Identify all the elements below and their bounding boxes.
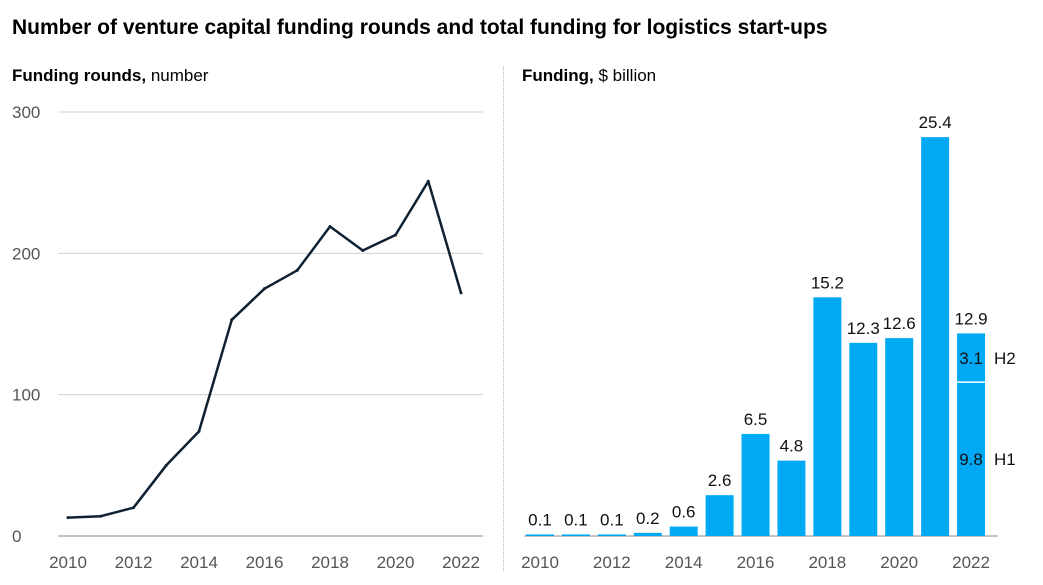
bar-2017	[777, 460, 806, 536]
left-subtitle-unit: number	[146, 66, 209, 85]
bar-value-label: 25.4	[919, 113, 952, 132]
h1-value-label: 9.8	[959, 450, 983, 469]
bar-2019	[849, 342, 878, 536]
bar-x-tick-label: 2018	[808, 553, 846, 572]
legend-h2: H2	[994, 349, 1016, 368]
bar-value-label: 12.3	[847, 319, 880, 338]
left-subtitle-bold: Funding rounds,	[12, 66, 147, 85]
legend-h1: H1	[994, 450, 1016, 469]
x-tick-label: 2022	[442, 553, 480, 572]
bar-x-tick-label: 2014	[665, 553, 703, 572]
chart-title: Number of venture capital funding rounds…	[12, 16, 828, 39]
bar-value-label: 15.2	[811, 273, 844, 292]
bar-value-label: 0.1	[528, 510, 552, 529]
data-point-2012	[132, 506, 135, 510]
bar-2022	[957, 333, 986, 536]
y-tick-label: 100	[12, 386, 40, 405]
x-tick-label: 2010	[49, 553, 87, 572]
bar-x-tick-label: 2022	[952, 553, 990, 572]
bar-2018	[813, 297, 842, 536]
data-point-2022	[459, 291, 463, 295]
bar-value-label: 0.2	[636, 509, 660, 528]
data-point-2011	[99, 514, 103, 518]
bar-2011	[561, 534, 590, 536]
bar-x-tick-label: 2012	[593, 553, 631, 572]
bar-value-label: 12.6	[883, 314, 916, 333]
h2-value-label: 3.1	[959, 349, 983, 368]
left-panel-subtitle: Funding rounds, number	[12, 66, 208, 86]
bar-value-label: 6.5	[744, 410, 768, 429]
bar-2020	[885, 338, 914, 536]
bar-value-label: 2.6	[708, 471, 732, 490]
bar-x-tick-label: 2010	[521, 553, 559, 572]
data-point-2021	[426, 179, 430, 183]
bar-2016	[741, 433, 770, 536]
data-point-2013	[164, 463, 168, 467]
bar-value-label: 0.1	[600, 510, 624, 529]
x-tick-label: 2014	[180, 553, 218, 572]
bar-value-label: 12.9	[954, 309, 987, 328]
bar-x-tick-label: 2020	[880, 553, 918, 572]
data-point-2019	[361, 249, 365, 253]
data-point-2017	[295, 268, 299, 272]
funding-rounds-line	[66, 180, 463, 519]
x-tick-label: 2018	[311, 553, 349, 572]
bar-value-label: 4.8	[780, 437, 804, 456]
x-tick-label: 2016	[246, 553, 284, 572]
y-tick-label: 300	[12, 103, 40, 122]
data-point-2014	[197, 429, 201, 433]
x-tick-label: 2020	[377, 553, 415, 572]
data-point-2018	[328, 224, 332, 228]
bar-2021	[921, 137, 950, 537]
bar-2015	[705, 495, 734, 536]
bar-2013	[633, 532, 662, 536]
data-point-2016	[263, 287, 266, 291]
bar-value-label: 0.1	[564, 510, 588, 529]
right-subtitle-bold: Funding,	[522, 66, 594, 85]
panel-divider	[503, 66, 504, 571]
data-point-2015	[230, 318, 234, 322]
bar-2014	[669, 526, 698, 536]
y-tick-label: 200	[12, 244, 40, 263]
bar-x-tick-label: 2016	[737, 553, 775, 572]
bar-value-label: 0.6	[672, 503, 696, 522]
right-subtitle-unit: $ billion	[593, 66, 657, 85]
data-point-2010	[66, 516, 70, 520]
bar-2012	[597, 534, 626, 536]
y-tick-label: 0	[12, 527, 21, 546]
bar-2010	[526, 534, 554, 536]
right-panel-subtitle: Funding, $ billion	[522, 66, 656, 86]
data-point-2020	[394, 233, 397, 237]
x-tick-label: 2012	[115, 553, 153, 572]
